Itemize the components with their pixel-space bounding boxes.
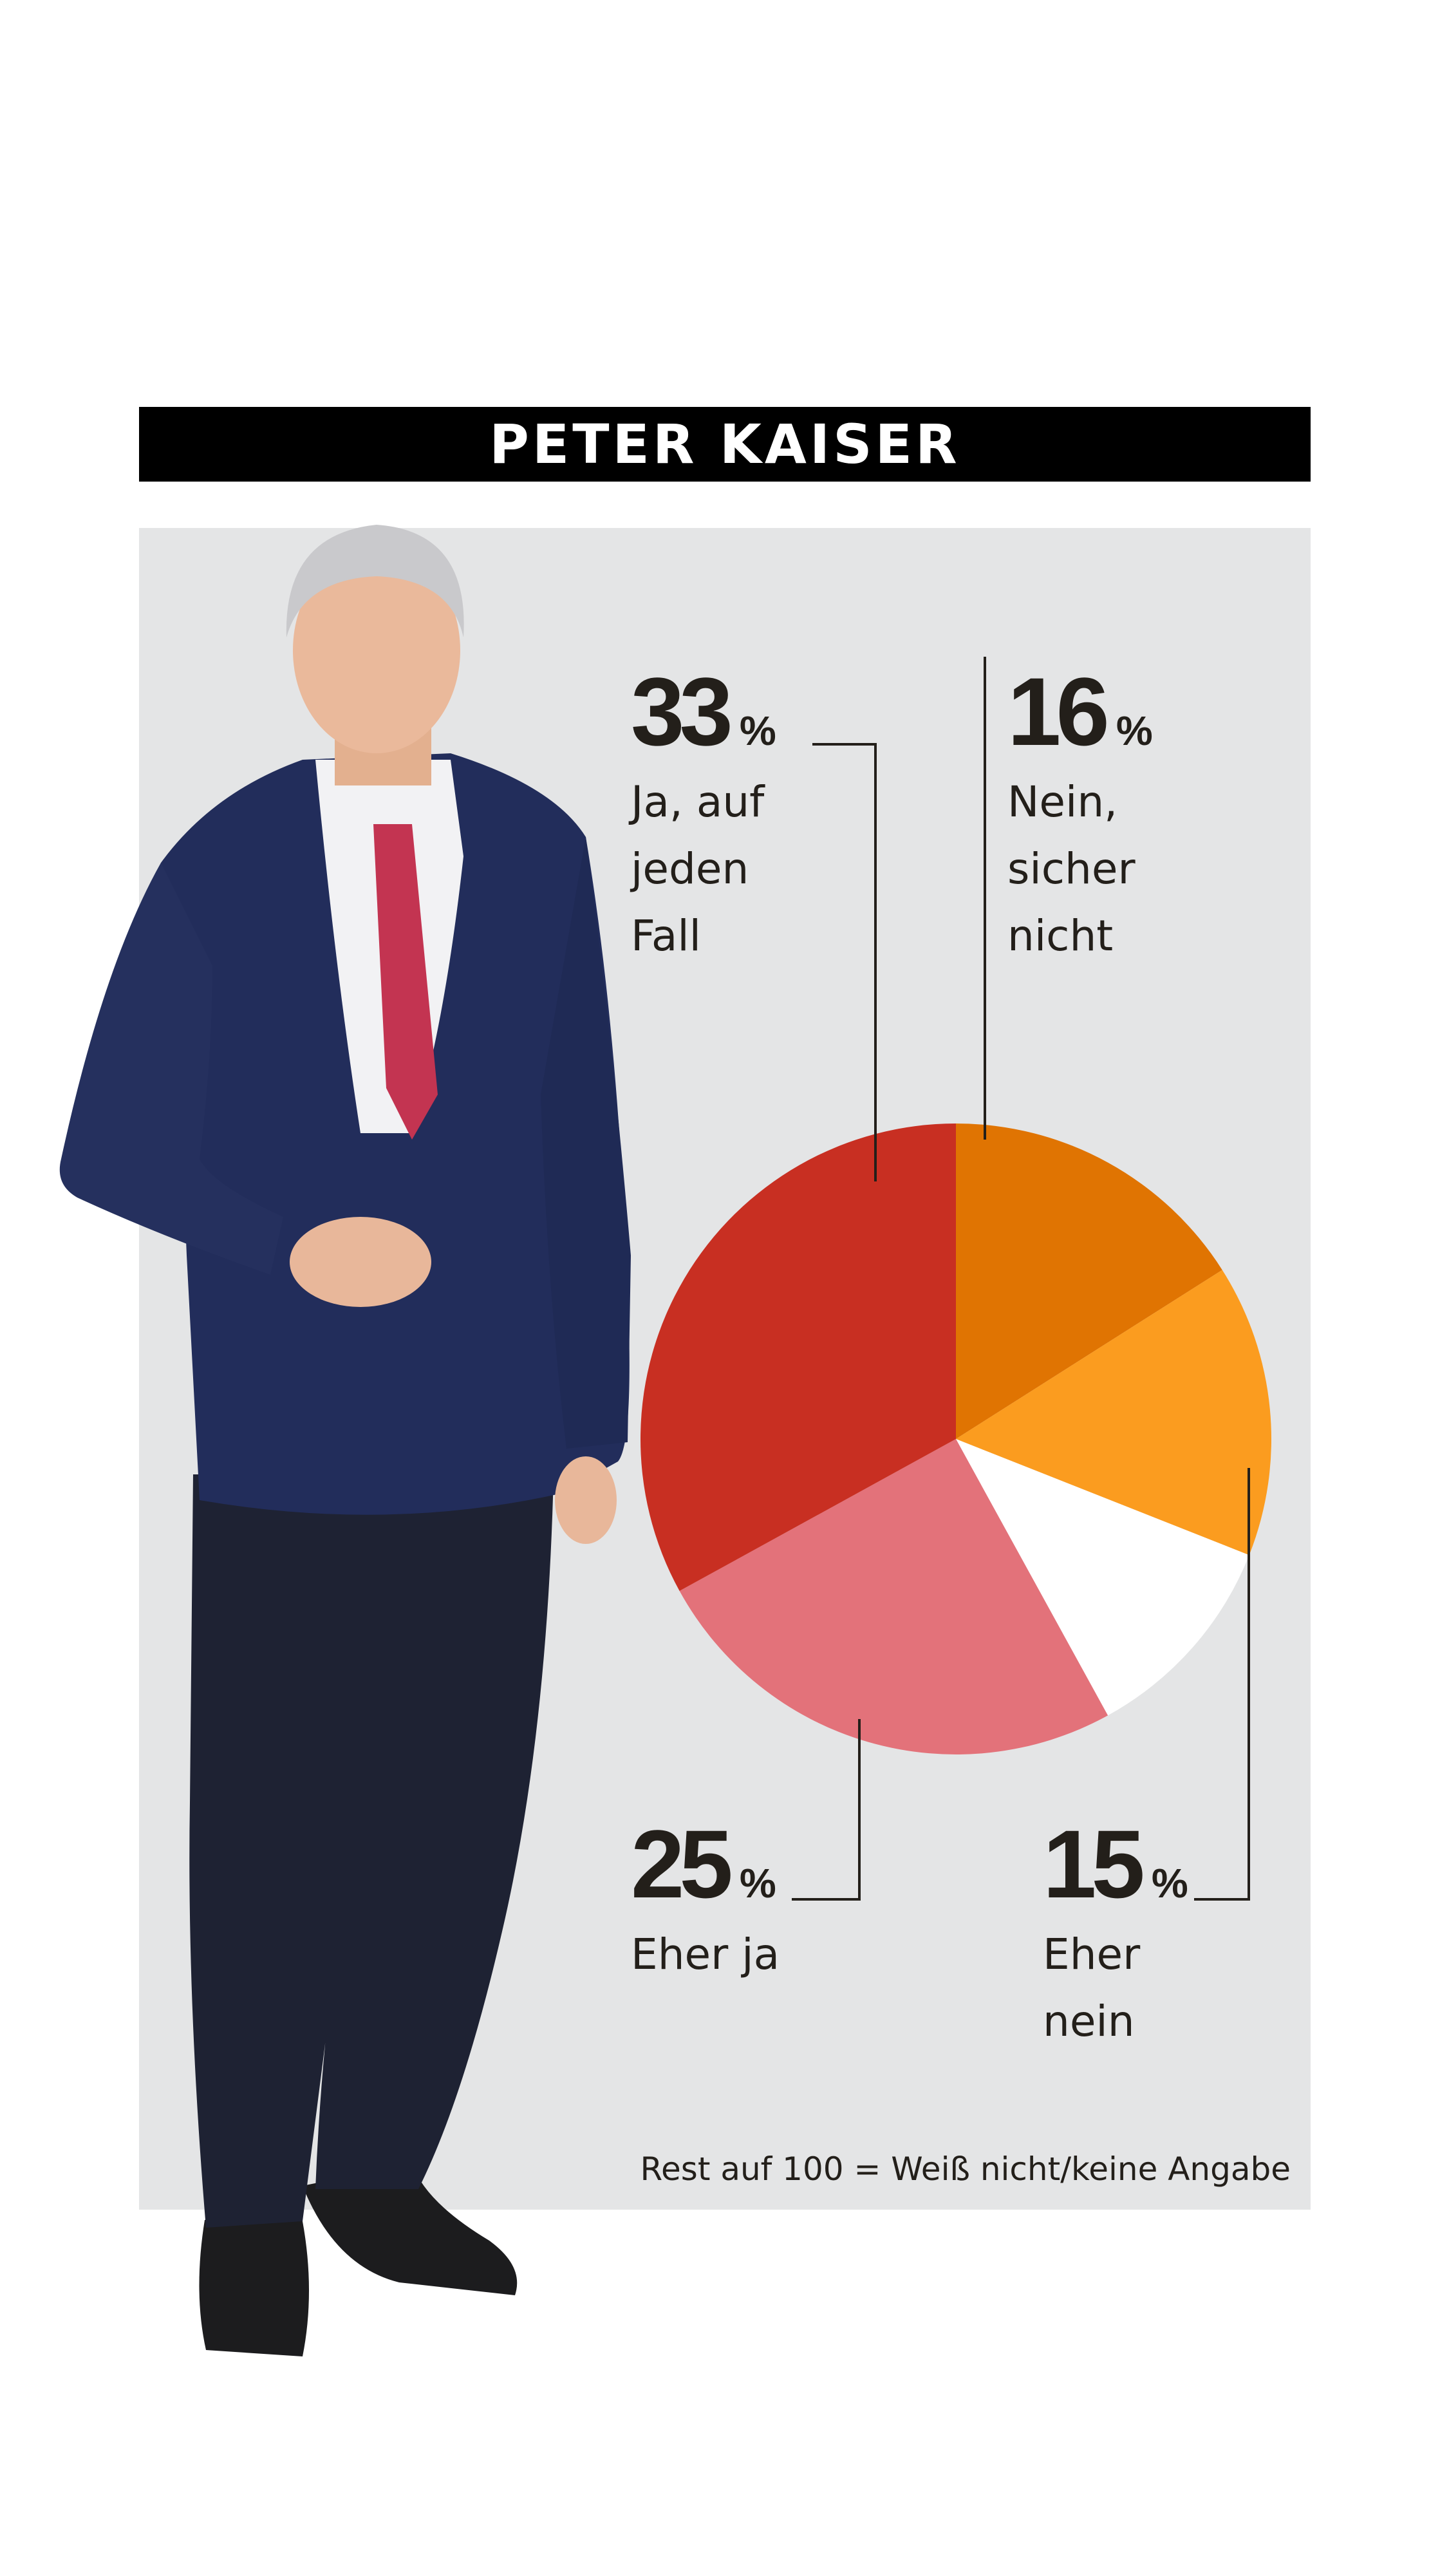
pie-slices	[640, 1123, 1271, 1754]
pie-slice-nein-sicher-nicht	[956, 1123, 1222, 1439]
label-eher-ja: 25% Eher ja	[631, 1816, 780, 1988]
footnote: Rest auf 100 = Weiß nicht/keine Angabe	[640, 2150, 1291, 2188]
percent-sign: %	[739, 1860, 776, 1906]
leader-lines	[792, 657, 1250, 1901]
pie-slice-eher-ja	[679, 1439, 1108, 1754]
label-text: Eher nein	[1043, 1930, 1141, 2046]
label-ja-auf-jeden-fall: 33% Ja, auf jeden Fall	[631, 663, 776, 970]
pie-slice-ja-auf-jeden-fall	[640, 1123, 956, 1592]
percent-sign: %	[739, 708, 776, 754]
pie-slice-eher-nein	[956, 1270, 1271, 1556]
value-15: 15	[1043, 1810, 1145, 1918]
percent-sign: %	[1151, 1860, 1188, 1906]
value-33: 33	[631, 657, 733, 766]
person-illustration	[59, 525, 631, 2356]
leader-line-15	[1194, 1468, 1250, 1901]
label-text: Eher ja	[631, 1930, 780, 1979]
percent-sign: %	[1116, 708, 1153, 754]
pie-slice-wei-nicht-keine-angabe	[956, 1439, 1249, 1716]
title-bar: PETER KAISER	[139, 407, 1311, 482]
leader-line-25	[792, 1719, 861, 1901]
label-text: Ja, auf jeden Fall	[631, 777, 765, 961]
label-text: Nein, sicher nicht	[1007, 777, 1136, 961]
leader-line-33	[812, 743, 877, 1181]
value-25: 25	[631, 1810, 733, 1918]
chart-title: PETER KAISER	[489, 413, 960, 476]
label-nein-sicher-nicht: 16% Nein, sicher nicht	[1007, 663, 1153, 970]
value-16: 16	[1007, 657, 1110, 766]
label-eher-nein: 15% Eher nein	[1043, 1816, 1188, 2055]
